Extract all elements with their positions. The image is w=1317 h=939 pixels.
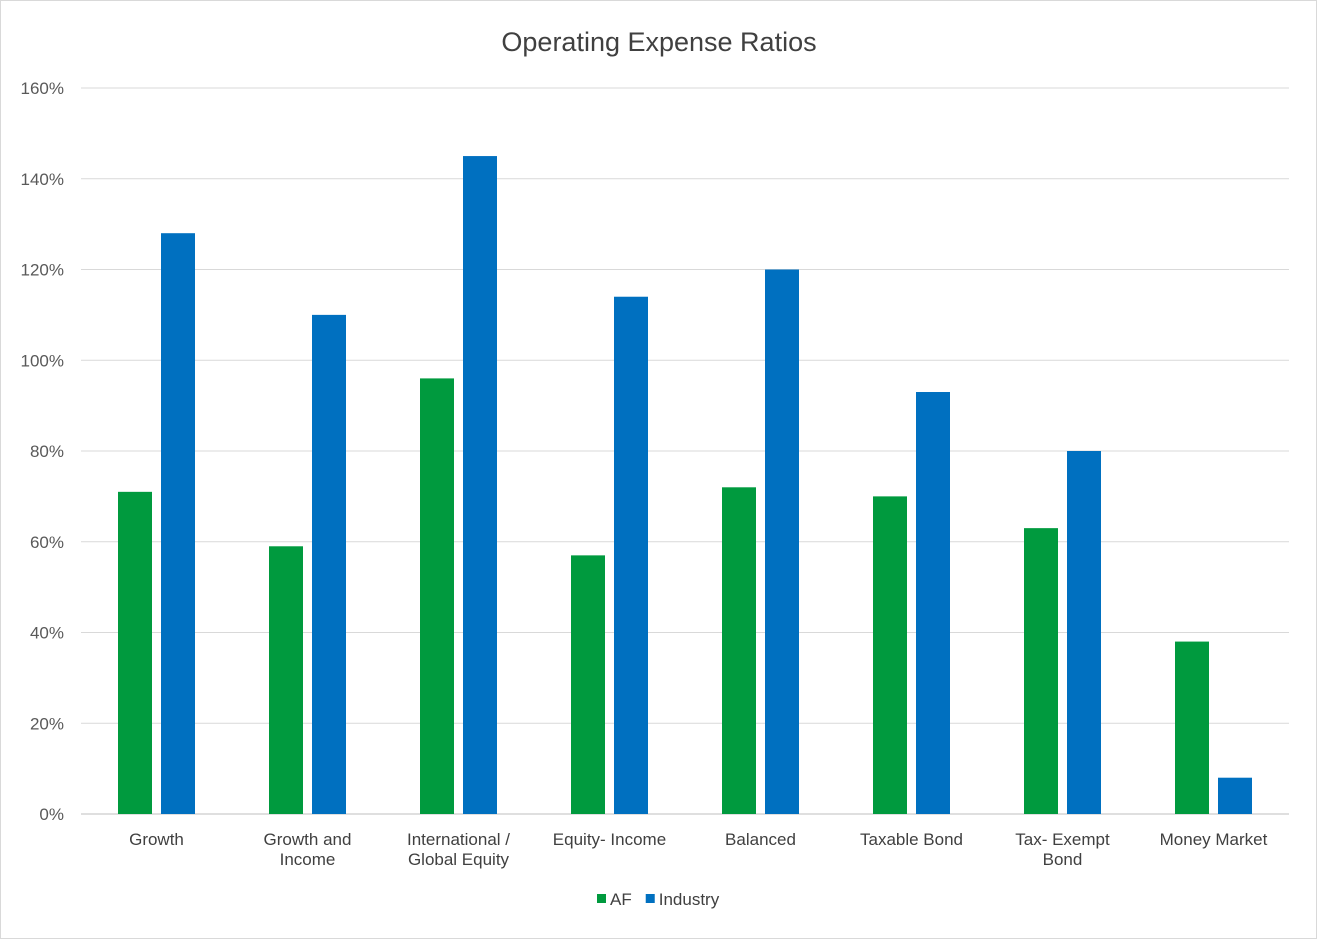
legend: AF Industry (597, 890, 720, 909)
legend-item-af: AF (597, 890, 632, 909)
bar-af (269, 546, 303, 814)
y-tick-label: 20% (30, 714, 64, 733)
chart-title: Operating Expense Ratios (501, 27, 816, 57)
x-tick-label: Growth and (264, 830, 352, 849)
y-tick-label: 0% (39, 805, 64, 824)
legend-swatch (597, 894, 606, 903)
bar-industry (765, 269, 799, 814)
y-tick-label: 140% (21, 170, 64, 189)
y-axis-ticks: 0% 20% 40% 60% 80% 100% 120% 140% 160% (21, 79, 64, 824)
legend-swatch (645, 894, 655, 903)
legend-item-industry: Industry (645, 890, 720, 909)
y-tick-label: 40% (30, 624, 64, 643)
bars (118, 156, 1252, 815)
bar-industry (161, 233, 195, 814)
y-tick-label: 80% (30, 442, 64, 461)
bar-af (118, 491, 152, 814)
x-tick-label: Global Equity (408, 850, 510, 869)
y-tick-label: 160% (21, 79, 64, 98)
bar-industry (312, 314, 346, 814)
x-tick-label: Money Market (1160, 830, 1268, 849)
bar-af (1175, 641, 1209, 814)
x-tick-label: Equity- Income (553, 830, 666, 849)
x-tick-label: Tax- Exempt (1015, 830, 1110, 849)
bar-industry (1218, 777, 1252, 814)
gridlines (81, 87, 1289, 815)
x-tick-label: Bond (1043, 850, 1083, 869)
y-tick-label: 100% (21, 351, 64, 370)
bar-industry (614, 296, 648, 815)
x-tick-label: Taxable Bond (860, 830, 963, 849)
x-tick-label: Income (280, 850, 336, 869)
bar-af (420, 378, 454, 814)
x-tick-label: Balanced (725, 830, 796, 849)
bar-industry (463, 156, 497, 814)
bar-industry (916, 392, 950, 814)
bar-af (873, 496, 907, 814)
x-tick-label: Growth (129, 830, 184, 849)
y-tick-label: 60% (30, 533, 64, 552)
legend-label: AF (610, 890, 632, 909)
bar-af (571, 555, 605, 814)
bar-af (1024, 528, 1058, 814)
legend-label: Industry (659, 890, 720, 909)
bar-af (722, 487, 756, 814)
x-tick-label: International / (407, 830, 510, 849)
bar-industry (1067, 451, 1101, 814)
y-tick-label: 120% (21, 261, 64, 280)
